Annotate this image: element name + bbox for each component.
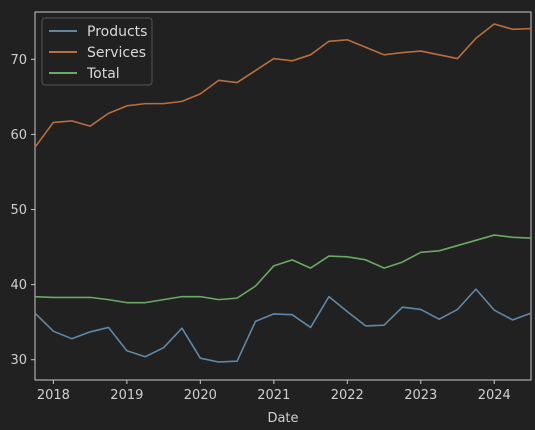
y-tick-label: 60 [10,128,27,143]
legend: Products Services Total [41,17,153,86]
x-tick-label: 2021 [257,388,290,403]
legend-label-products: Products [87,24,147,40]
series-line-total [34,234,532,304]
x-tick-label: 2020 [184,388,217,403]
series-line-services [34,23,532,148]
x-tick-label: 2024 [478,388,511,403]
series-line-products [34,288,532,363]
x-tick-label: 2023 [404,388,437,403]
y-tick-label: 30 [10,353,27,368]
x-axis-title: Date [267,411,298,426]
legend-box [41,17,153,86]
legend-label-total: Total [86,66,120,82]
legend-label-services: Services [87,45,146,61]
series-layer [34,23,532,363]
x-tick-label: 2018 [37,388,70,403]
y-axis: 30 40 50 60 70 [10,53,35,368]
y-tick-label: 40 [10,278,27,293]
x-axis: 2018 2019 2020 2021 2022 2023 2024 [37,380,511,403]
y-tick-label: 50 [10,203,27,218]
x-tick-label: 2022 [331,388,364,403]
y-tick-label: 70 [10,53,27,68]
x-tick-label: 2019 [110,388,143,403]
